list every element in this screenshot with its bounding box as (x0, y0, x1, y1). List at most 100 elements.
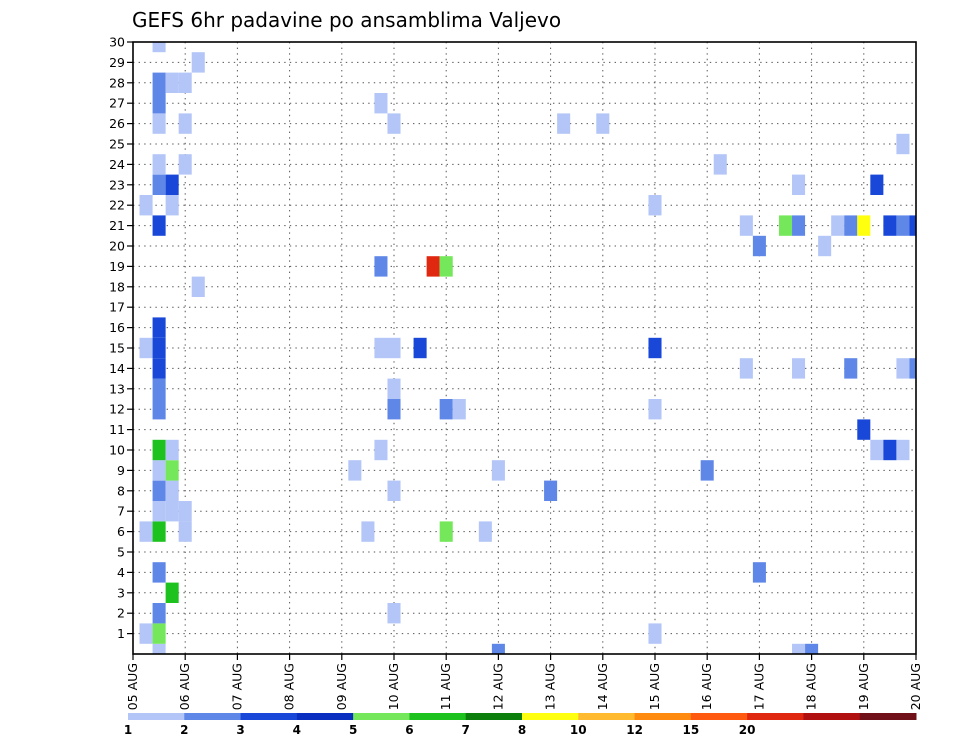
precip-cell (152, 42, 166, 53)
precip-cell (139, 623, 153, 644)
colorbar-swatch (409, 713, 467, 720)
precip-cell (844, 358, 858, 379)
y-tick-label: 3 (117, 585, 125, 600)
x-tick-label: 06 AUG (177, 663, 192, 710)
precip-cell (883, 215, 897, 236)
precip-cell (152, 378, 166, 399)
precip-cell (478, 521, 492, 542)
precip-cell (165, 174, 179, 195)
colorbar-swatch (353, 713, 410, 720)
precip-cell (387, 480, 401, 501)
precip-cell (648, 623, 662, 644)
y-tick-label: 16 (109, 320, 125, 335)
colorbar: 1 2 3 4 5 6 7 8 10 12 15 20 (124, 713, 917, 737)
precip-cell (178, 521, 192, 542)
precip-cell (896, 215, 910, 236)
y-tick-label: 18 (109, 279, 125, 294)
precip-cell (896, 439, 910, 461)
precip-cell (557, 113, 571, 134)
precip-cell (152, 93, 166, 114)
precip-cell (152, 480, 166, 501)
y-tick-label: 15 (109, 341, 125, 356)
colorbar-label: 3 (236, 723, 244, 737)
precip-cell (165, 501, 179, 522)
precip-cell (387, 337, 401, 359)
precip-cell (387, 399, 401, 420)
precip-cell (739, 358, 753, 379)
colorbar-label: 6 (405, 723, 413, 737)
ensemble-cells (139, 42, 916, 654)
precip-cell (152, 113, 166, 134)
precip-cell (713, 154, 727, 175)
precip-cell (831, 215, 845, 236)
precip-cell (191, 52, 205, 73)
x-tick-label: 18 AUG (804, 663, 819, 710)
colorbar-label: 8 (518, 723, 526, 737)
colorbar-swatch (803, 713, 861, 720)
precip-cell (152, 643, 166, 654)
precip-cell (165, 72, 179, 93)
precip-cell (348, 460, 362, 481)
precip-cell (439, 521, 453, 542)
precip-cell (413, 337, 427, 359)
precip-cell (752, 562, 766, 583)
precip-cell (152, 460, 166, 481)
precip-cell (178, 72, 192, 93)
y-tick-label: 11 (109, 422, 125, 437)
precip-cell (139, 521, 153, 542)
colorbar-swatch (465, 713, 523, 720)
precip-cell (792, 643, 806, 654)
y-tick-label: 6 (117, 524, 125, 539)
precip-cell (152, 174, 166, 195)
precip-cell (152, 337, 166, 359)
precip-cell (165, 582, 179, 603)
precip-cell (544, 480, 558, 501)
colorbar-label: 20 (739, 723, 756, 737)
precip-cell (426, 256, 440, 277)
precip-cell (870, 174, 884, 195)
x-tick-label: 20 AUG (908, 663, 923, 710)
x-tick-label: 14 AUG (595, 663, 610, 710)
precip-cell (152, 603, 166, 624)
precip-cell (152, 501, 166, 522)
precip-cell (596, 113, 610, 134)
y-tick-label: 14 (109, 361, 125, 376)
precip-cell (374, 439, 388, 461)
x-tick-label: 10 AUG (386, 663, 401, 710)
x-tick-label: 09 AUG (334, 663, 349, 710)
precip-cell (491, 460, 505, 481)
y-tick-label: 24 (109, 157, 125, 172)
precip-cell (152, 154, 166, 175)
precip-cell (491, 643, 505, 654)
precip-cell (752, 235, 766, 257)
grid-lines (133, 42, 916, 654)
colorbar-label: 12 (626, 723, 643, 737)
precip-cell (139, 195, 153, 216)
precip-cell (178, 113, 192, 134)
colorbar-swatch (859, 713, 917, 720)
colorbar-swatch (690, 713, 748, 720)
y-tick-label: 1 (117, 626, 125, 641)
precip-cell (648, 195, 662, 216)
x-tick-label: 05 AUG (125, 663, 140, 710)
colorbar-label: 10 (570, 723, 587, 737)
precip-cell (648, 399, 662, 420)
precip-cell (778, 215, 793, 236)
precip-cell (739, 215, 753, 236)
plot-frame (132, 41, 917, 655)
x-axis-ticks: 05 AUG 06 AUG 07 AUG 08 AUG 09 AUG 10 AUG 11 A… (125, 654, 923, 710)
precip-cell (165, 439, 179, 461)
precip-cell (452, 399, 466, 420)
precip-cell (139, 337, 153, 359)
precip-cell (896, 358, 910, 379)
y-tick-label: 21 (109, 218, 125, 233)
precip-cell (152, 562, 166, 583)
precip-cell (439, 399, 453, 420)
precip-cell (152, 317, 166, 338)
y-tick-label: 19 (109, 259, 125, 274)
y-tick-label: 10 (109, 443, 125, 458)
precip-cell (700, 460, 714, 481)
precip-cell (909, 358, 916, 379)
precip-cell (792, 215, 806, 236)
